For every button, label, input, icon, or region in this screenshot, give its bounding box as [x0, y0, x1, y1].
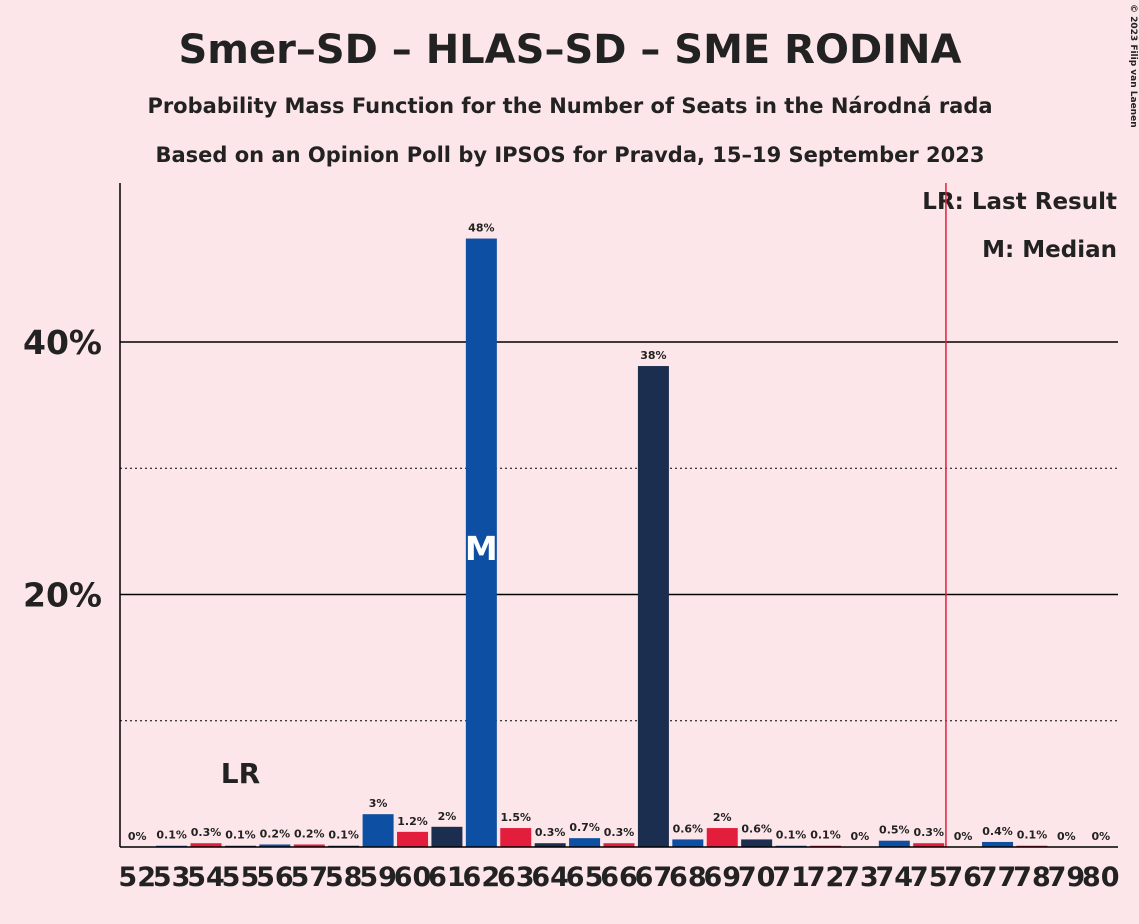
bar — [293, 844, 325, 847]
x-tick-label: 52 — [118, 862, 156, 893]
value-label: 0% — [1057, 830, 1076, 843]
legend-entry: M: Median — [982, 237, 1117, 263]
value-label: 0.3% — [913, 826, 944, 839]
bar — [741, 839, 773, 847]
value-label: 0.6% — [673, 822, 704, 835]
value-label: 0.6% — [741, 822, 772, 835]
value-label: 38% — [640, 349, 666, 362]
value-label: 0.4% — [982, 825, 1013, 838]
x-tick-label: 68 — [669, 862, 707, 893]
x-tick-label: 80 — [1082, 862, 1120, 893]
x-tick-label: 67 — [635, 862, 673, 893]
bar — [431, 826, 463, 847]
bar — [569, 838, 601, 847]
y-tick-label: 20% — [23, 576, 102, 615]
x-tick-label: 66 — [600, 862, 638, 893]
x-tick-label: 74 — [876, 862, 914, 893]
value-label: 0.1% — [1017, 829, 1048, 842]
bar — [878, 840, 910, 847]
value-label: 0.1% — [328, 829, 359, 842]
bar — [190, 843, 222, 847]
y-tick-label: 40% — [23, 323, 102, 362]
x-tick-label: 78 — [1013, 862, 1051, 893]
bar — [500, 828, 532, 847]
x-tick-label: 79 — [1048, 862, 1086, 893]
median-label: M — [465, 529, 498, 568]
x-tick-label: 60 — [394, 862, 432, 893]
legend-entry: LR: Last Result — [922, 189, 1117, 215]
x-tick-label: 71 — [772, 862, 810, 893]
value-label: 0% — [851, 830, 870, 843]
bar — [397, 831, 429, 847]
value-label: 48% — [468, 222, 494, 235]
value-label: 2% — [713, 811, 732, 824]
x-tick-label: 63 — [497, 862, 535, 893]
bar — [465, 238, 497, 848]
x-tick-label: 57 — [290, 862, 328, 893]
x-tick-label: 62 — [463, 862, 501, 893]
copyright: © 2023 Filip van Laenen — [1128, 4, 1138, 128]
last-result-label: LR — [221, 757, 260, 790]
bar — [362, 814, 394, 847]
bar — [982, 841, 1014, 847]
value-label: 1.2% — [397, 815, 428, 828]
chart-title: Smer–SD – HLAS–SD – SME RODINA — [179, 27, 962, 73]
x-tick-label: 58 — [325, 862, 363, 893]
bar — [603, 843, 635, 847]
x-tick-label: 77 — [979, 862, 1017, 893]
x-tick-label: 59 — [359, 862, 397, 893]
bar — [259, 844, 291, 847]
value-label: 0.3% — [191, 826, 222, 839]
value-label: 1.5% — [501, 811, 532, 824]
x-tick-label: 73 — [841, 862, 879, 893]
value-label: 0% — [954, 830, 973, 843]
value-label: 0% — [128, 830, 147, 843]
x-tick-label: 69 — [703, 862, 741, 893]
x-tick-label: 70 — [738, 862, 776, 893]
value-label: 0.3% — [604, 826, 635, 839]
bar — [706, 828, 738, 847]
value-label: 0% — [1091, 830, 1110, 843]
bar — [534, 843, 566, 847]
value-label: 0.2% — [260, 827, 291, 840]
value-label: 0.1% — [225, 829, 256, 842]
value-label: 0.3% — [535, 826, 566, 839]
x-tick-label: 56 — [256, 862, 294, 893]
value-label: 0.5% — [879, 824, 910, 837]
bar — [637, 366, 669, 847]
x-tick-label: 72 — [807, 862, 845, 893]
value-label: 0.7% — [569, 821, 600, 834]
x-tick-label: 53 — [153, 862, 191, 893]
value-label: 0.1% — [810, 829, 841, 842]
subtitle: Probability Mass Function for the Number… — [147, 94, 992, 118]
subtitle: Based on an Opinion Poll by IPSOS for Pr… — [155, 143, 984, 167]
x-tick-label: 64 — [531, 862, 569, 893]
bar — [672, 839, 704, 847]
bar — [913, 843, 945, 847]
x-tick-label: 75 — [910, 862, 948, 893]
value-label: 0.1% — [776, 829, 807, 842]
value-label: 2% — [438, 810, 457, 823]
x-tick-label: 61 — [428, 862, 466, 893]
x-tick-label: 55 — [222, 862, 260, 893]
x-tick-label: 76 — [944, 862, 982, 893]
value-label: 0.2% — [294, 827, 325, 840]
value-label: 3% — [369, 797, 388, 810]
value-label: 0.1% — [156, 829, 187, 842]
x-tick-label: 65 — [566, 862, 604, 893]
x-tick-label: 54 — [187, 862, 225, 893]
